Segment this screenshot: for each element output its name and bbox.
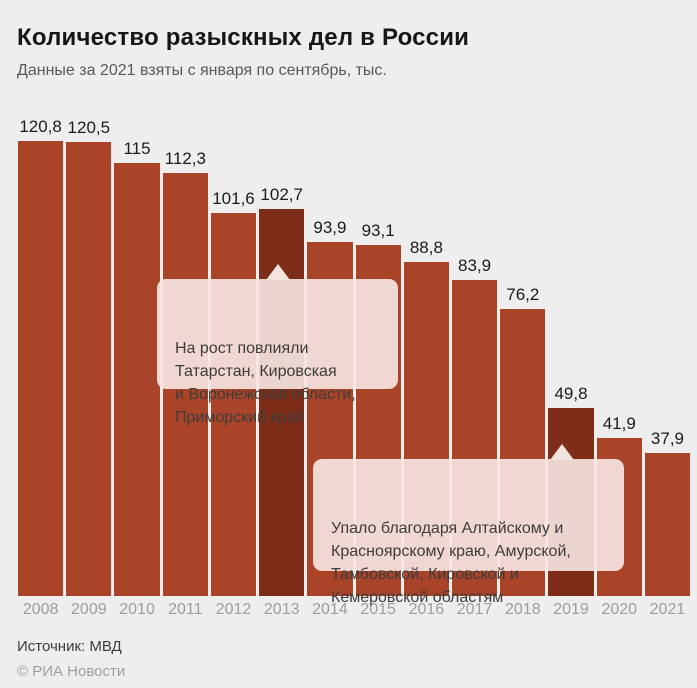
year-label-2021: 2021 — [649, 601, 686, 618]
bar-value-label: 83,9 — [458, 256, 492, 275]
copyright-label: © РИА Новости — [17, 663, 126, 680]
bar-value-label: 93,1 — [361, 221, 395, 240]
year-label-2014: 2014 — [312, 601, 348, 618]
year-label-2010: 2010 — [119, 601, 155, 618]
bar-value-label: 102,7 — [260, 185, 303, 204]
bar-group-2010: 115 — [114, 139, 160, 596]
year-label-2008: 2008 — [22, 601, 59, 618]
callout-growth-text: На рост повлияли Татарстан, Кировская и … — [175, 340, 356, 426]
callout-arrow-up-icon — [266, 264, 290, 280]
year-label-2016: 2016 — [408, 601, 445, 618]
callout-arrow-up-icon — [550, 444, 574, 460]
bar-value-label: 76,2 — [506, 285, 540, 304]
year-label-2015: 2015 — [360, 601, 396, 618]
bar-value-label: 41,9 — [602, 414, 636, 433]
page-title: Количество разыскных дел в России — [17, 24, 470, 51]
bar-group-2009: 120,5 — [66, 118, 112, 596]
year-label-2012: 2012 — [215, 601, 252, 618]
bar-2009 — [66, 142, 112, 596]
year-label-2020: 2020 — [601, 601, 638, 618]
year-label-2017: 2017 — [456, 601, 493, 618]
year-label-2018: 2018 — [505, 601, 541, 618]
bar-group-2021: 37,9 — [644, 429, 691, 596]
bar-group-2008: 120,8 — [18, 117, 64, 596]
bar-chart: 120,8 120,5 115 112,3 101,6 102,7 93,9 93,1 88,8… — [18, 117, 691, 596]
bar-value-label: 115 — [123, 139, 151, 158]
bar-value-label: 49,8 — [554, 384, 588, 403]
callout-growth-2013: На рост повлияли Татарстан, Кировская и … — [157, 264, 398, 426]
bar-2021 — [644, 453, 691, 596]
page-subtitle: Данные за 2021 взяты с января по сентябр… — [17, 62, 387, 79]
x-axis-labels: 2008 2009 2010 2011 2012 2013 2014 2015 2016 2017… — [18, 601, 690, 619]
bar-value-label: 101,6 — [212, 189, 255, 208]
bar-2010 — [114, 163, 160, 596]
bar-value-label: 37,9 — [650, 429, 684, 448]
bar-group-2012: 101,6 — [210, 189, 257, 596]
bar-2012 — [210, 213, 257, 596]
callout-drop-text: Упало благодаря Алтайскому и Красноярско… — [331, 520, 571, 606]
year-label-2011: 2011 — [168, 601, 203, 618]
bar-value-label: 120,5 — [67, 118, 111, 137]
bar-2008 — [18, 141, 64, 596]
year-label-2019: 2019 — [553, 601, 589, 618]
year-label-2013: 2013 — [263, 601, 300, 618]
bar-value-label: 112,3 — [164, 149, 206, 168]
callout-drop-2019: Упало благодаря Алтайскому и Красноярско… — [313, 444, 624, 606]
source-label: Источник: МВД — [17, 638, 122, 655]
bar-value-label: 88,8 — [409, 238, 443, 257]
bar-value-label: 93,9 — [313, 218, 347, 237]
year-label-2009: 2009 — [71, 601, 107, 618]
bar-value-label: 120,8 — [19, 117, 62, 136]
